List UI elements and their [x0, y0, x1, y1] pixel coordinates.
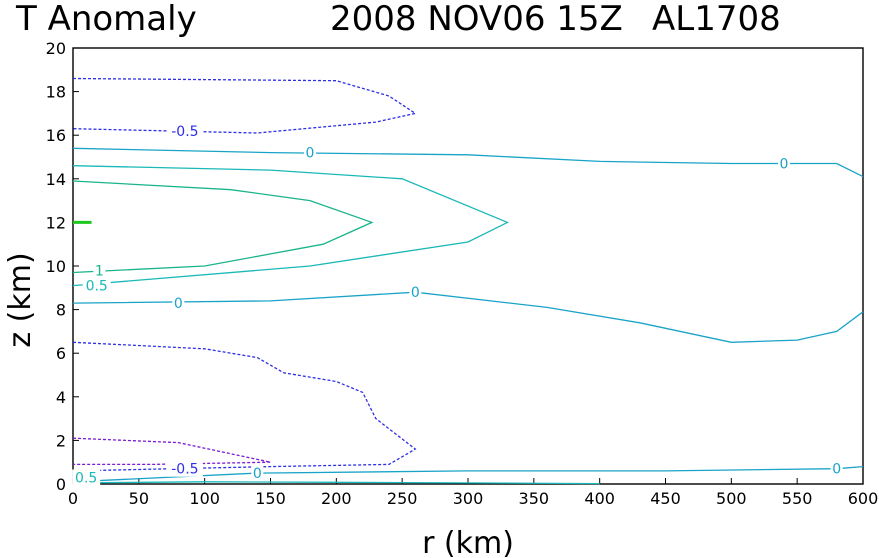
x-tick-label: 350 — [519, 489, 550, 508]
contour-line — [72, 341, 417, 472]
x-tick-label: 150 — [255, 489, 286, 508]
contour-label: 0 — [780, 157, 789, 173]
storm-id-title: AL1708 — [652, 0, 781, 39]
contour-label-bg — [93, 262, 106, 279]
y-tick-label: 18 — [46, 83, 66, 102]
contour-label: 0 — [411, 285, 420, 301]
contour-label: -0.5 — [171, 462, 198, 478]
contour-label-bg — [166, 460, 203, 477]
y-tick-label: 2 — [56, 431, 66, 450]
contour-label-bg — [830, 460, 843, 477]
x-axis-label: r (km) — [422, 526, 514, 558]
x-tick-label: 50 — [129, 489, 149, 508]
x-tick-label: 550 — [782, 489, 813, 508]
contour-label-bg — [72, 469, 101, 486]
contour-label-bg — [251, 465, 264, 482]
contour-label: 0 — [306, 146, 315, 162]
contour-label-bg — [166, 122, 203, 139]
y-axis-label: z (km) — [3, 252, 38, 347]
x-axis: 0 50 100 150 200 250 300 350 400 450 500 550 600 — [68, 478, 878, 508]
y-tick-label: 0 — [56, 475, 66, 494]
chart-header: T Anomaly 2008 NOV06 15Z AL1708 — [15, 0, 781, 39]
x-tick-label: 100 — [189, 489, 220, 508]
y-axis: 0 2 4 6 8 10 12 14 16 18 20 — [46, 39, 79, 494]
x-tick-label: 500 — [716, 489, 747, 508]
contour-line — [72, 147, 864, 178]
contour-label: 0 — [174, 296, 183, 312]
contour-label: -0.5 — [171, 124, 198, 140]
contour-line — [72, 77, 417, 134]
contour-label-bg — [172, 295, 185, 312]
contour-line — [72, 437, 271, 466]
y-tick-label: 10 — [46, 257, 66, 276]
y-tick-label: 12 — [46, 213, 66, 232]
x-tick-label: 250 — [387, 489, 418, 508]
contour-label: 0 — [253, 466, 262, 482]
field-title: T Anomaly — [15, 0, 197, 39]
contour-label-bg — [409, 284, 422, 301]
contour-line — [72, 165, 510, 287]
x-tick-label: 600 — [848, 489, 879, 508]
y-tick-label: 14 — [46, 170, 66, 189]
contour-label-bg — [778, 155, 790, 172]
y-tick-label: 4 — [56, 388, 66, 407]
contour-label: 0.5 — [86, 279, 108, 295]
y-tick-label: 20 — [46, 39, 66, 58]
contour-label: 0 — [832, 462, 841, 478]
contour-line — [72, 291, 864, 343]
x-tick-label: 400 — [584, 489, 615, 508]
x-tick-label: 0 — [68, 489, 78, 508]
y-tick-label: 6 — [56, 344, 66, 363]
contour-label: 1 — [95, 263, 104, 279]
y-tick-label: 8 — [56, 301, 66, 320]
contour-label: 0.5 — [75, 470, 97, 486]
contour-line — [72, 180, 374, 274]
x-tick-label: 200 — [321, 489, 352, 508]
plot-frame — [72, 47, 864, 485]
x-tick-label: 300 — [453, 489, 484, 508]
contour-label-bg — [304, 144, 316, 161]
contour-line — [72, 481, 600, 485]
y-tick-label: 16 — [46, 126, 66, 145]
x-tick-label: 450 — [650, 489, 681, 508]
contour-label-bg — [82, 277, 111, 294]
datetime-title: 2008 NOV06 15Z — [330, 0, 623, 39]
